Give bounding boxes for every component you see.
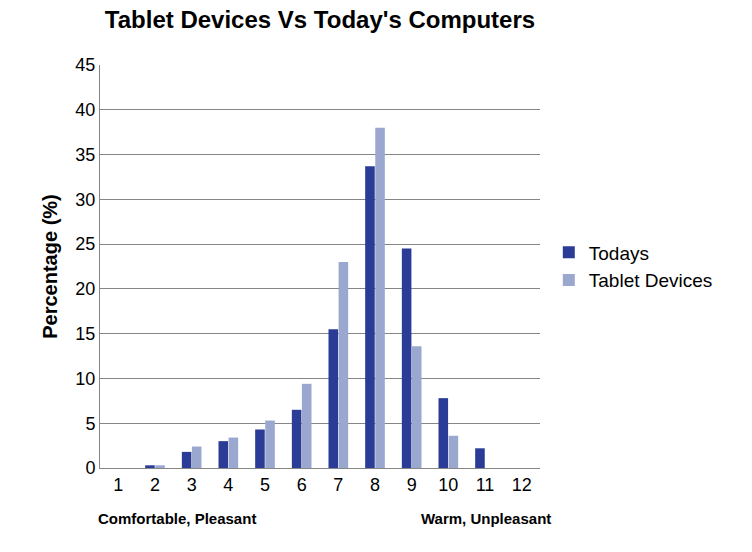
svg-text:Tablet Devices Vs Today's Comp: Tablet Devices Vs Today's Computers: [105, 6, 535, 33]
svg-text:Warm, Unpleasant: Warm, Unpleasant: [421, 510, 551, 527]
svg-text:12: 12: [512, 475, 532, 495]
svg-text:1: 1: [113, 475, 123, 495]
svg-text:8: 8: [370, 475, 380, 495]
svg-text:5: 5: [260, 475, 270, 495]
svg-text:Tablet Devices: Tablet Devices: [589, 270, 713, 291]
svg-text:30: 30: [75, 190, 95, 210]
svg-text:0: 0: [85, 458, 95, 478]
svg-text:4: 4: [223, 475, 233, 495]
svg-text:10: 10: [438, 475, 458, 495]
svg-text:Percentage (%): Percentage (%): [39, 194, 61, 339]
svg-text:11: 11: [476, 475, 495, 495]
svg-text:35: 35: [75, 145, 95, 165]
svg-text:6: 6: [297, 475, 307, 495]
svg-text:40: 40: [75, 100, 95, 120]
svg-text:20: 20: [75, 279, 95, 299]
svg-text:3: 3: [187, 475, 197, 495]
svg-text:9: 9: [407, 475, 417, 495]
svg-text:45: 45: [75, 55, 95, 75]
svg-text:2: 2: [150, 475, 160, 495]
svg-text:5: 5: [85, 414, 95, 434]
svg-text:Comfortable, Pleasant: Comfortable, Pleasant: [98, 510, 256, 527]
svg-text:25: 25: [75, 234, 95, 254]
svg-text:Todays: Todays: [589, 243, 649, 264]
svg-text:15: 15: [75, 324, 95, 344]
svg-text:7: 7: [333, 475, 343, 495]
svg-text:10: 10: [75, 369, 95, 389]
